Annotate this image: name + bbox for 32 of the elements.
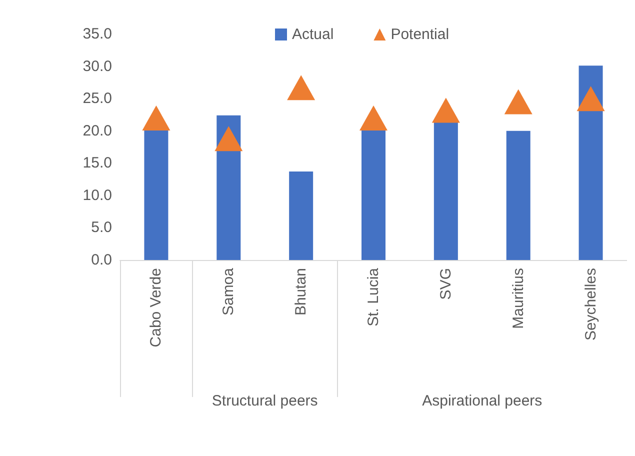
y-tick-label: 35.0 (82, 26, 112, 42)
y-tick-label: 30.0 (82, 58, 112, 75)
y-tick-label: 20.0 (82, 122, 112, 140)
bar (578, 66, 603, 260)
y-tick-label: 15.0 (82, 154, 112, 172)
point (142, 105, 170, 130)
bar (144, 130, 168, 260)
text: Aspirational peers (422, 392, 542, 410)
x-tick-label: St. Lucia (365, 267, 382, 326)
x-tick-label: Bhutan (292, 268, 310, 316)
y-tick-label: 0.0 (91, 252, 112, 268)
x-tick-label: Samoa (220, 267, 238, 316)
bar (289, 172, 314, 260)
bar (506, 130, 530, 260)
text: Structural peers (212, 392, 318, 410)
point (432, 98, 460, 123)
bar (434, 122, 458, 260)
point (576, 86, 605, 112)
x-tick-label: Mauritius (510, 268, 527, 329)
x-tick-label: Seychelles (582, 268, 600, 341)
y-tick-label: 10.0 (82, 186, 112, 204)
point (287, 75, 316, 100)
bar (362, 130, 386, 260)
legend-label: Actual (292, 26, 334, 43)
legend-label: Potential (390, 26, 450, 43)
y-tick-label: 5.0 (91, 219, 112, 236)
point (214, 126, 243, 152)
point (504, 89, 532, 114)
y-tick-label: 25.0 (82, 90, 112, 108)
x-tick-label: SVG (437, 268, 454, 300)
point (360, 105, 388, 130)
x-tick-label: Cabo Verde (148, 268, 165, 348)
